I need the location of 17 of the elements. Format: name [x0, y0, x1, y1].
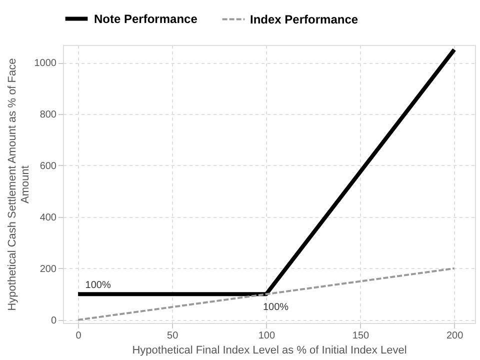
- x-tick-label: 0: [76, 330, 82, 342]
- legend-label: Note Performance: [94, 12, 198, 26]
- y-tick-label: 400: [40, 212, 57, 224]
- y-tick-label: 0: [50, 315, 57, 326]
- x-tick-label: 100: [258, 330, 276, 342]
- legend-label: Index Performance: [250, 12, 358, 26]
- x-tick-label: 200: [446, 330, 464, 342]
- y-tick-label: 600: [40, 160, 57, 172]
- y-tick-label: 800: [40, 109, 57, 120]
- annotation: 100%: [263, 302, 289, 313]
- y-axis-title: Hypothetical Cash Settlement Amount as % of Face Amount: [6, 58, 32, 311]
- x-axis-title: Hypothetical Final Index Level as % of Initial Index Level: [132, 344, 407, 356]
- x-tick-label: 50: [167, 330, 179, 342]
- y-tick-label: 200: [40, 264, 57, 275]
- y-tick-label: 1000: [34, 58, 57, 70]
- annotation: 100%: [85, 280, 111, 292]
- x-tick-label: 150: [352, 330, 370, 342]
